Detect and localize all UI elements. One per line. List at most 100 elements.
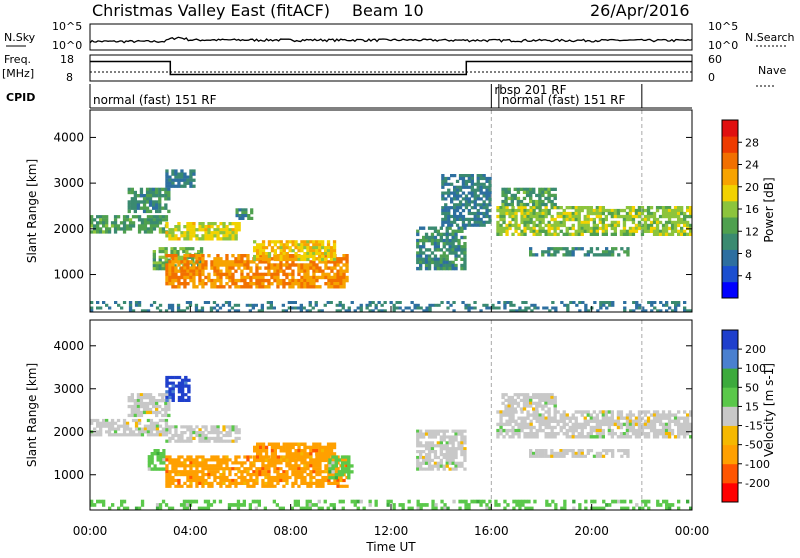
heatmap-cell (137, 218, 142, 222)
heatmap-cell (544, 190, 548, 194)
heatmap-cell (508, 435, 512, 439)
heatmap-cell (142, 200, 147, 204)
heatmap-cell (619, 416, 624, 420)
heatmap-cell (174, 473, 178, 477)
heatmap-cell (165, 282, 169, 286)
heatmap-cell (673, 422, 678, 427)
heatmap-cell (152, 427, 157, 431)
heatmap-cell (427, 248, 432, 252)
heatmap-cell (171, 481, 175, 485)
heatmap-cell (580, 422, 584, 427)
heatmap-cell (180, 172, 184, 176)
heatmap-cell (306, 452, 310, 456)
heatmap-cell (583, 410, 587, 414)
heatmap-cell (297, 282, 301, 286)
heatmap-cell (445, 429, 449, 433)
heatmap-cell (306, 461, 310, 465)
heatmap-cell (339, 272, 343, 277)
heatmap-cell (634, 208, 639, 213)
heatmap-cell (652, 217, 657, 222)
heatmap-cell (637, 413, 642, 417)
heatmap-cell (593, 301, 597, 304)
heatmap-cell (149, 230, 154, 234)
heatmap-cell (427, 260, 432, 265)
heatmap-cell (90, 218, 94, 222)
heatmap-cell (243, 478, 247, 483)
heatmap-cell (345, 458, 349, 462)
heatmap-cell (167, 258, 171, 262)
heatmap-cell (177, 184, 181, 188)
heatmap-cell (436, 461, 440, 465)
heatmap-cell (467, 176, 471, 181)
heatmap-cell (553, 232, 557, 236)
heatmap-cell (365, 306, 369, 310)
heatmap-cell (461, 185, 466, 189)
heatmap-cell (577, 451, 581, 455)
heatmap-cell (329, 449, 334, 453)
heatmap-cell (580, 432, 584, 436)
heatmap-cell (228, 260, 232, 264)
heatmap-cell (649, 229, 654, 233)
heatmap-cell (174, 439, 178, 443)
heatmap-cell (137, 506, 142, 511)
heatmap-cell (174, 478, 178, 483)
heatmap-cell (424, 429, 429, 433)
heatmap-cell (253, 240, 257, 244)
heatmap-cell (619, 410, 624, 414)
heatmap-cell (96, 215, 100, 219)
heatmap-cell (195, 260, 199, 264)
heatmap-cell (199, 250, 204, 254)
heatmap-cell (231, 428, 235, 432)
power-colorbar-label: Power [dB] (762, 177, 776, 242)
heatmap-cell (631, 226, 636, 231)
heatmap-cell (625, 217, 630, 222)
heatmap-cell (133, 200, 137, 204)
heatmap-cell (236, 499, 241, 504)
heatmap-cell (174, 275, 178, 280)
heatmap-cell (309, 282, 313, 286)
heatmap-cell (532, 208, 536, 213)
heatmap-cell (644, 503, 648, 507)
heatmap-cell (392, 309, 396, 313)
heatmap-cell (152, 396, 156, 400)
heatmap-cell (148, 187, 153, 192)
heatmap-cell (164, 430, 169, 434)
heatmap-cell (522, 404, 527, 408)
heatmap-cell (192, 478, 196, 483)
heatmap-cell (216, 467, 220, 471)
heatmap-cell (130, 203, 134, 207)
heatmap-cell (249, 266, 253, 270)
heatmap-cell (125, 224, 130, 228)
heatmap-cell (461, 182, 466, 186)
heatmap-cell (345, 464, 349, 468)
heatmap-cell (309, 478, 313, 483)
heatmap-cell (511, 206, 515, 210)
heatmap-cell (344, 470, 348, 474)
heatmap-cell (520, 416, 524, 420)
heatmap-cell (592, 435, 596, 439)
heatmap-cell (683, 306, 687, 310)
heatmap-cell (213, 439, 217, 443)
heatmap-cell (158, 267, 162, 271)
heatmap-cell (165, 254, 169, 258)
heatmap-cell (526, 208, 530, 213)
heatmap-cell (164, 261, 168, 265)
heatmap-cell (442, 447, 446, 451)
heatmap-cell (285, 442, 289, 446)
heatmap-cell (538, 398, 542, 402)
heatmap-cell (458, 499, 462, 504)
heatmap-cell (538, 190, 542, 194)
heatmap-cell (195, 458, 199, 462)
heatmap-cell (454, 450, 458, 454)
heatmap-cell (601, 432, 605, 436)
heatmap-cell (212, 306, 217, 310)
heatmap-cell (326, 506, 330, 511)
heatmap-cell (499, 217, 503, 222)
heatmap-cell (547, 401, 551, 405)
heatmap-cell (230, 306, 235, 310)
heatmap-cell (337, 473, 342, 477)
heatmap-cell (102, 503, 106, 507)
heatmap-cell (451, 444, 455, 448)
heatmap-cell (241, 216, 245, 220)
heatmap-cell (661, 432, 666, 436)
